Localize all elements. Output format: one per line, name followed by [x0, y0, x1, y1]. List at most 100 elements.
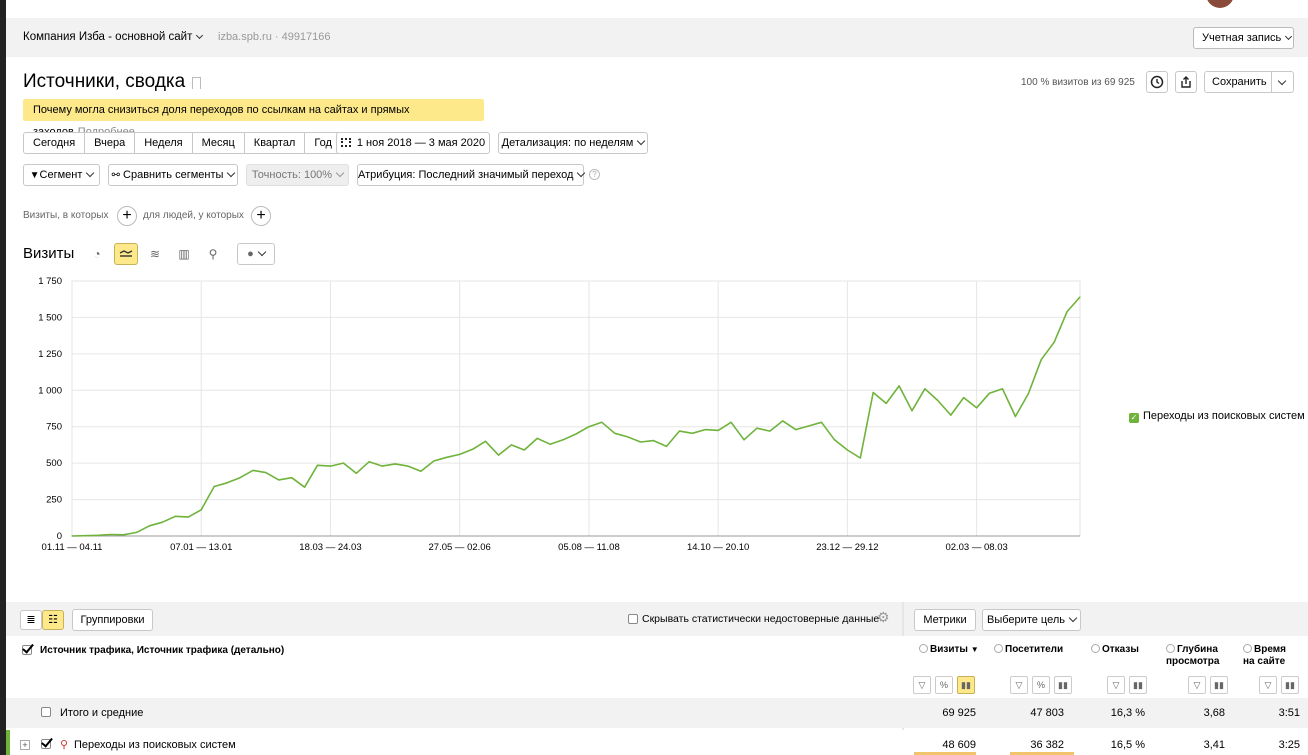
x-tick-label: 05.08 — 11.08	[558, 542, 620, 553]
add-people-condition-button[interactable]: +	[251, 206, 271, 226]
visits-bar	[914, 752, 976, 755]
data-point	[510, 444, 512, 446]
period-year[interactable]: Год	[314, 137, 332, 149]
filter-icon[interactable]: ▽	[1259, 676, 1277, 694]
period-today[interactable]: Сегодня	[24, 133, 86, 153]
chevron-down-icon	[1285, 32, 1293, 41]
col-visitors-header[interactable]: Посетители	[994, 644, 1063, 656]
groupings-button[interactable]: Группировки	[72, 609, 153, 631]
goal-label: Выберите цель	[987, 614, 1065, 626]
percent-icon[interactable]: %	[935, 676, 953, 694]
goal-selector[interactable]: Выберите цель	[982, 609, 1081, 631]
table-row[interactable]: + ⚲ Переходы из поисковых систем 48 609 …	[6, 730, 1308, 755]
column-chart-icon[interactable]: ▥	[178, 247, 190, 261]
map-icon[interactable]: ⚲	[208, 247, 218, 261]
col-visits-header[interactable]: Визиты ▼	[919, 644, 979, 656]
clock-icon	[1150, 75, 1164, 89]
pie-chart-icon[interactable]: ◔	[93, 247, 101, 261]
help-icon[interactable]: ?	[589, 169, 600, 180]
detail-selector[interactable]: Детализация: по неделям	[498, 132, 648, 154]
visits-line-chart: 0 250 500 750 1 000 1 250 1 500 1 750 01.11 — 04…	[38, 276, 1081, 553]
metrics-button[interactable]: Метрики	[914, 609, 976, 631]
chevron-down-icon[interactable]	[1277, 76, 1287, 86]
period-week[interactable]: Неделя	[135, 133, 193, 153]
table-header: Источник трафика, Источник трафика (дета…	[6, 636, 1308, 698]
hide-unreliable-checkbox[interactable]	[628, 614, 638, 624]
data-point	[833, 439, 836, 441]
filter-icon[interactable]: ▽	[1188, 676, 1206, 694]
export-button[interactable]	[1175, 71, 1197, 93]
data-point	[97, 534, 99, 536]
dimension-header[interactable]: Источник трафика, Источник трафика (дета…	[40, 645, 285, 656]
data-point	[1014, 415, 1016, 418]
history-button[interactable]	[1146, 71, 1168, 93]
gear-icon[interactable]: ⚙	[877, 609, 890, 625]
chart-legend[interactable]: ✓ Переходы из поисковых систем	[1129, 410, 1305, 423]
total-checkbox[interactable]	[41, 707, 51, 717]
data-point	[226, 482, 228, 484]
bars-icon[interactable]: ▮▮	[1281, 676, 1299, 694]
compare-segments-button[interactable]: ⚯ Сравнить сегменты	[108, 164, 238, 186]
data-point	[846, 449, 848, 451]
data-point	[459, 453, 461, 455]
x-tick-label: 27.05 — 02.06	[429, 542, 491, 553]
data-point	[381, 465, 383, 467]
total-bounce: 16,3 %	[1110, 707, 1145, 719]
list-view-button[interactable]: ≣	[20, 610, 42, 630]
date-range-picker[interactable]: 1 ноя 2018 — 3 мая 2020	[336, 132, 490, 154]
filter-icon[interactable]: ▽	[1107, 676, 1125, 694]
percent-icon[interactable]: %	[1032, 676, 1050, 694]
accuracy-selector[interactable]: Точность: 100%	[246, 164, 349, 186]
y-tick-label: 1 750	[38, 276, 62, 287]
col-time-label: Время на сайте	[1243, 644, 1286, 667]
data-point	[795, 429, 797, 431]
filter-icon[interactable]: ▽	[913, 676, 931, 694]
data-point	[84, 535, 86, 537]
people-condition-label: для людей, у которых	[143, 210, 244, 221]
filter-icon[interactable]: ▽	[1010, 676, 1028, 694]
bookmark-icon[interactable]	[192, 77, 201, 89]
counter-selector[interactable]: Компания Изба - основной сайт	[23, 31, 204, 43]
col-depth-header[interactable]: Глубина просмотра	[1166, 644, 1226, 668]
annotations-dropdown[interactable]: ●	[237, 243, 275, 265]
period-quarter[interactable]: Квартал	[245, 133, 306, 153]
row-depth: 3,41	[1203, 739, 1225, 751]
bars-icon[interactable]: ▮▮	[957, 676, 975, 694]
bars-icon[interactable]: ▮▮	[1054, 676, 1072, 694]
attribution-selector[interactable]: Атрибуция: Последний значимый переход	[357, 164, 586, 186]
bars-icon[interactable]: ▮▮	[1129, 676, 1147, 694]
data-point	[988, 392, 991, 394]
row-checkbox[interactable]	[41, 739, 51, 749]
data-point	[976, 407, 978, 409]
y-tick-label: 500	[46, 458, 62, 469]
save-button[interactable]: Сохранить	[1204, 71, 1294, 93]
expand-icon[interactable]: +	[20, 740, 30, 750]
account-button[interactable]: Учетная запись	[1193, 27, 1294, 49]
total-visitors: 47 803	[1030, 707, 1064, 719]
add-visit-condition-button[interactable]: +	[117, 206, 137, 226]
data-point	[937, 399, 939, 402]
data-point	[446, 456, 448, 458]
legend-checkbox[interactable]: ✓	[1129, 413, 1139, 423]
user-avatar[interactable]	[1206, 0, 1234, 8]
plot-area	[71, 280, 1081, 537]
bars-icon[interactable]: ▮▮	[1210, 676, 1228, 694]
area-chart-icon[interactable]: ≋	[149, 247, 161, 261]
data-point	[174, 515, 176, 517]
period-month[interactable]: Месяц	[193, 133, 245, 153]
filter-icon: ▼	[29, 170, 40, 181]
period-yesterday[interactable]: Вчера	[85, 133, 136, 153]
top-strip	[6, 0, 1308, 18]
row-time: 3:25	[1278, 739, 1300, 751]
data-point	[911, 410, 913, 412]
col-time-header[interactable]: Время на сайте	[1243, 644, 1293, 668]
company-name: Компания Изба - основной сайт	[23, 31, 193, 43]
line-chart-icon[interactable]	[114, 243, 138, 265]
data-point	[472, 448, 474, 450]
tree-view-button[interactable]: ☷	[42, 610, 64, 630]
col-bounce-header[interactable]: Отказы	[1091, 644, 1139, 656]
chevron-down-icon	[196, 31, 204, 40]
dimension-checkbox[interactable]	[22, 645, 32, 655]
segment-button[interactable]: ▼Сегмент	[23, 164, 100, 186]
calendar-icon	[340, 138, 351, 147]
